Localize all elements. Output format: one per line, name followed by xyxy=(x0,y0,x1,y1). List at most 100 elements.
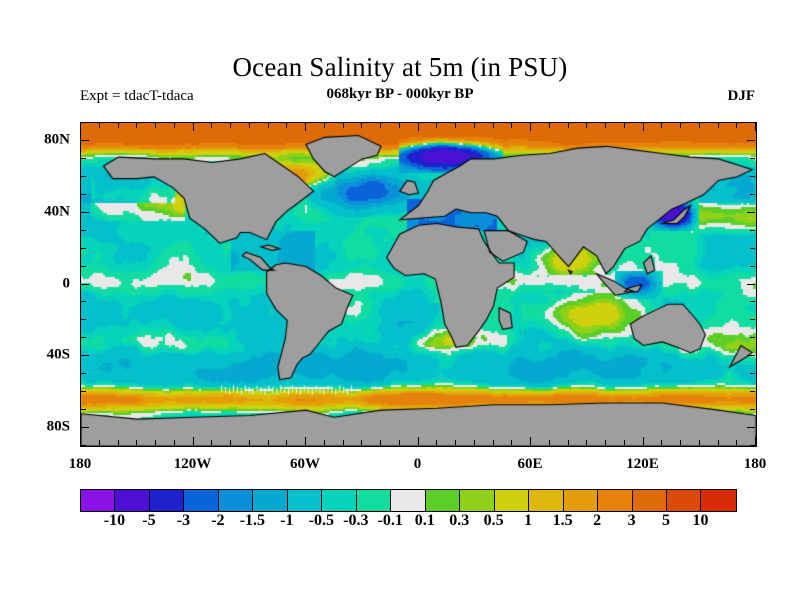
x-axis-tick xyxy=(511,440,513,445)
x-axis-tick xyxy=(380,440,381,445)
x-axis-tick xyxy=(136,440,138,445)
colorbar-cell[interactable] xyxy=(115,490,150,511)
colorbar-cell[interactable] xyxy=(598,490,633,511)
season-label: DJF xyxy=(727,88,756,104)
x-axis-tick xyxy=(623,440,625,445)
x-axis-tick xyxy=(492,440,494,445)
x-axis-tick xyxy=(455,440,456,445)
x-axis-tick xyxy=(455,123,456,128)
colorbar-cell[interactable] xyxy=(425,490,461,511)
x-axis-tick xyxy=(211,440,213,445)
y-axis-label: 80N xyxy=(44,131,70,148)
x-axis-tick xyxy=(492,123,494,128)
map-plot-area[interactable] xyxy=(80,122,757,447)
x-axis-tick xyxy=(661,440,663,445)
y-axis-tick xyxy=(750,445,755,446)
colorbar-cell[interactable] xyxy=(287,490,323,511)
colorbar-cell[interactable] xyxy=(666,490,702,511)
colorbar-tick-label: 0.5 xyxy=(483,512,504,529)
y-axis-tick xyxy=(81,193,86,195)
colorbar-tick-label: -1 xyxy=(280,512,294,529)
y-axis-tick xyxy=(750,373,755,375)
colorbar[interactable] xyxy=(80,489,737,512)
x-axis-tick xyxy=(323,123,325,128)
y-axis-tick xyxy=(81,247,86,249)
x-axis-tick xyxy=(548,440,550,445)
x-axis-tick xyxy=(342,440,344,445)
x-axis-label: 120W xyxy=(173,456,212,472)
x-axis-tick xyxy=(605,440,606,445)
x-axis-tick xyxy=(173,440,175,445)
y-axis-tick xyxy=(747,355,755,357)
y-axis-label: 80S xyxy=(46,418,70,435)
x-axis-tick xyxy=(192,437,194,445)
x-axis-tick xyxy=(380,123,381,128)
salinity-anomaly-map xyxy=(81,123,756,446)
y-axis-tick xyxy=(750,122,755,123)
colorbar-cell[interactable] xyxy=(460,490,495,511)
colorbar-tick-label: -5 xyxy=(142,512,156,529)
x-axis-tick xyxy=(623,123,625,128)
x-axis-tick xyxy=(698,123,700,128)
x-axis-tick xyxy=(511,123,513,128)
x-axis-tick xyxy=(717,123,719,128)
colorbar-cell[interactable] xyxy=(632,490,667,511)
y-axis-tick xyxy=(81,373,86,375)
colorbar-cell[interactable] xyxy=(322,490,357,511)
colorbar-tick-label: 10 xyxy=(692,512,709,529)
colorbar-cell[interactable] xyxy=(701,490,736,511)
x-axis-tick xyxy=(211,123,213,128)
figure-subtitle: 068kyr BP - 000kyr BP xyxy=(326,86,474,102)
colorbar-cell[interactable] xyxy=(184,490,219,511)
colorbar-cell[interactable] xyxy=(529,490,564,511)
x-axis-tick xyxy=(417,437,419,445)
x-axis-tick xyxy=(473,123,475,128)
y-axis-tick xyxy=(81,157,86,159)
colorbar-cell[interactable] xyxy=(494,490,530,511)
x-axis-tick xyxy=(361,440,363,445)
y-axis-label: 40N xyxy=(44,203,70,220)
y-axis-tick xyxy=(750,337,755,339)
x-axis-tick xyxy=(323,440,325,445)
colorbar-tick-label: 3 xyxy=(627,512,636,529)
page-title: Ocean Salinity at 5m (in PSU) xyxy=(232,52,568,82)
x-axis-tick xyxy=(98,440,100,445)
x-axis-tick xyxy=(398,440,400,445)
colorbar-tick-label: -2 xyxy=(211,512,225,529)
x-axis-tick xyxy=(530,123,531,131)
y-axis-tick xyxy=(81,283,89,285)
y-axis-tick xyxy=(747,211,755,213)
colorbar-cell[interactable] xyxy=(391,490,426,511)
x-axis-tick xyxy=(192,123,194,131)
x-axis-tick xyxy=(473,440,475,445)
colorbar-cell[interactable] xyxy=(356,490,392,511)
y-axis-tick xyxy=(750,193,755,195)
x-axis-label: 120E xyxy=(626,456,659,472)
colorbar-cell[interactable] xyxy=(149,490,185,511)
y-axis-tick xyxy=(750,175,755,177)
x-axis-tick xyxy=(680,123,681,128)
x-axis-tick xyxy=(305,123,306,131)
colorbar-cell[interactable] xyxy=(563,490,599,511)
x-axis-tick xyxy=(248,440,250,445)
x-axis-tick xyxy=(248,123,250,128)
y-axis-tick xyxy=(750,301,755,303)
y-axis-tick xyxy=(81,229,86,231)
x-axis-tick xyxy=(567,440,569,445)
colorbar-cell[interactable] xyxy=(253,490,288,511)
y-axis-tick xyxy=(81,211,89,213)
colorbar-tick-label: 5 xyxy=(662,512,671,529)
y-axis-tick xyxy=(81,445,86,446)
y-axis-tick xyxy=(750,391,755,393)
colorbar-cell[interactable] xyxy=(218,490,254,511)
x-axis-tick xyxy=(117,440,119,445)
y-axis-tick xyxy=(81,409,86,411)
y-axis-tick xyxy=(747,139,755,141)
y-axis-label: 40S xyxy=(46,346,70,363)
colorbar-cell[interactable] xyxy=(81,490,116,511)
experiment-label: Expt = tdacT-tdaca xyxy=(80,88,194,104)
y-axis-tick xyxy=(81,427,89,429)
x-axis-tick xyxy=(80,123,81,131)
y-axis-tick xyxy=(81,319,86,321)
